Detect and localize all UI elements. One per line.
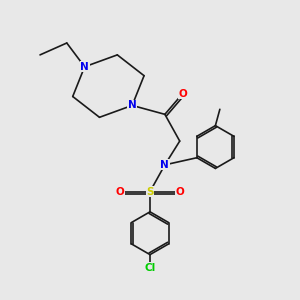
Text: O: O: [116, 187, 125, 196]
Text: N: N: [80, 62, 89, 72]
Text: O: O: [178, 88, 187, 98]
Text: S: S: [146, 187, 154, 196]
Text: O: O: [175, 187, 184, 196]
Text: N: N: [128, 100, 136, 110]
Text: N: N: [160, 160, 169, 170]
Text: Cl: Cl: [144, 263, 156, 273]
